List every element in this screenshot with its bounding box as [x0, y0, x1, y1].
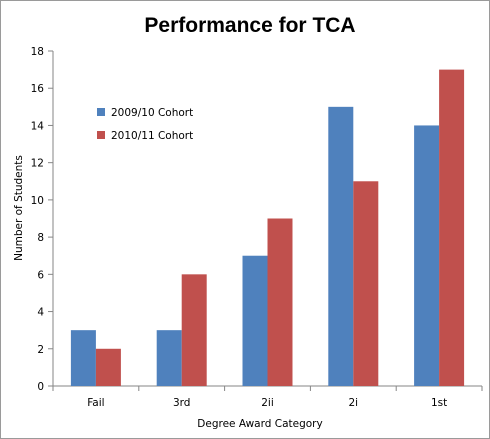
x-tick-label: 2i: [348, 397, 358, 409]
y-axis: 0 2 4 6 8 10 12 14 16 18: [31, 46, 54, 393]
y-tick-label: 6: [37, 269, 44, 281]
x-tick-label: 3rd: [173, 397, 190, 409]
x-tick-label: 2ii: [261, 397, 274, 409]
x-axis: Fail 3rd 2ii 2i 1st: [52, 385, 483, 409]
bar: [181, 274, 207, 386]
legend-swatch: [97, 131, 105, 139]
bar: [95, 348, 121, 386]
bar: [439, 69, 465, 386]
y-tick-label: 12: [31, 158, 44, 170]
y-tick-label: 16: [31, 83, 45, 95]
y-tick-label: 10: [31, 195, 44, 207]
bar: [242, 255, 268, 386]
y-tick-label: 0: [37, 381, 44, 393]
legend: 2009/10 Cohort 2010/11 Cohort: [89, 99, 205, 151]
legend-label: 2009/10 Cohort: [111, 107, 193, 119]
y-axis-label: Number of Students: [13, 155, 25, 261]
x-tick-label: 1st: [431, 397, 447, 409]
x-tick-label: Fail: [87, 397, 104, 409]
bar: [156, 330, 182, 386]
bars-group: [70, 69, 465, 386]
y-tick-label: 2: [37, 344, 44, 356]
y-tick-label: 4: [37, 307, 44, 319]
bar: [70, 330, 96, 386]
bar: [267, 218, 293, 386]
legend-swatch: [97, 108, 105, 116]
bar: [414, 125, 440, 386]
bar: [353, 181, 379, 386]
chart-title: Performance for TCA: [144, 14, 355, 37]
y-tick-label: 18: [31, 46, 44, 58]
y-tick-label: 8: [37, 232, 44, 244]
bar: [328, 106, 354, 386]
x-axis-label: Degree Award Category: [197, 418, 322, 430]
y-tick-label: 14: [31, 120, 45, 132]
legend-label: 2010/11 Cohort: [111, 130, 193, 142]
legend-background: [89, 99, 205, 151]
